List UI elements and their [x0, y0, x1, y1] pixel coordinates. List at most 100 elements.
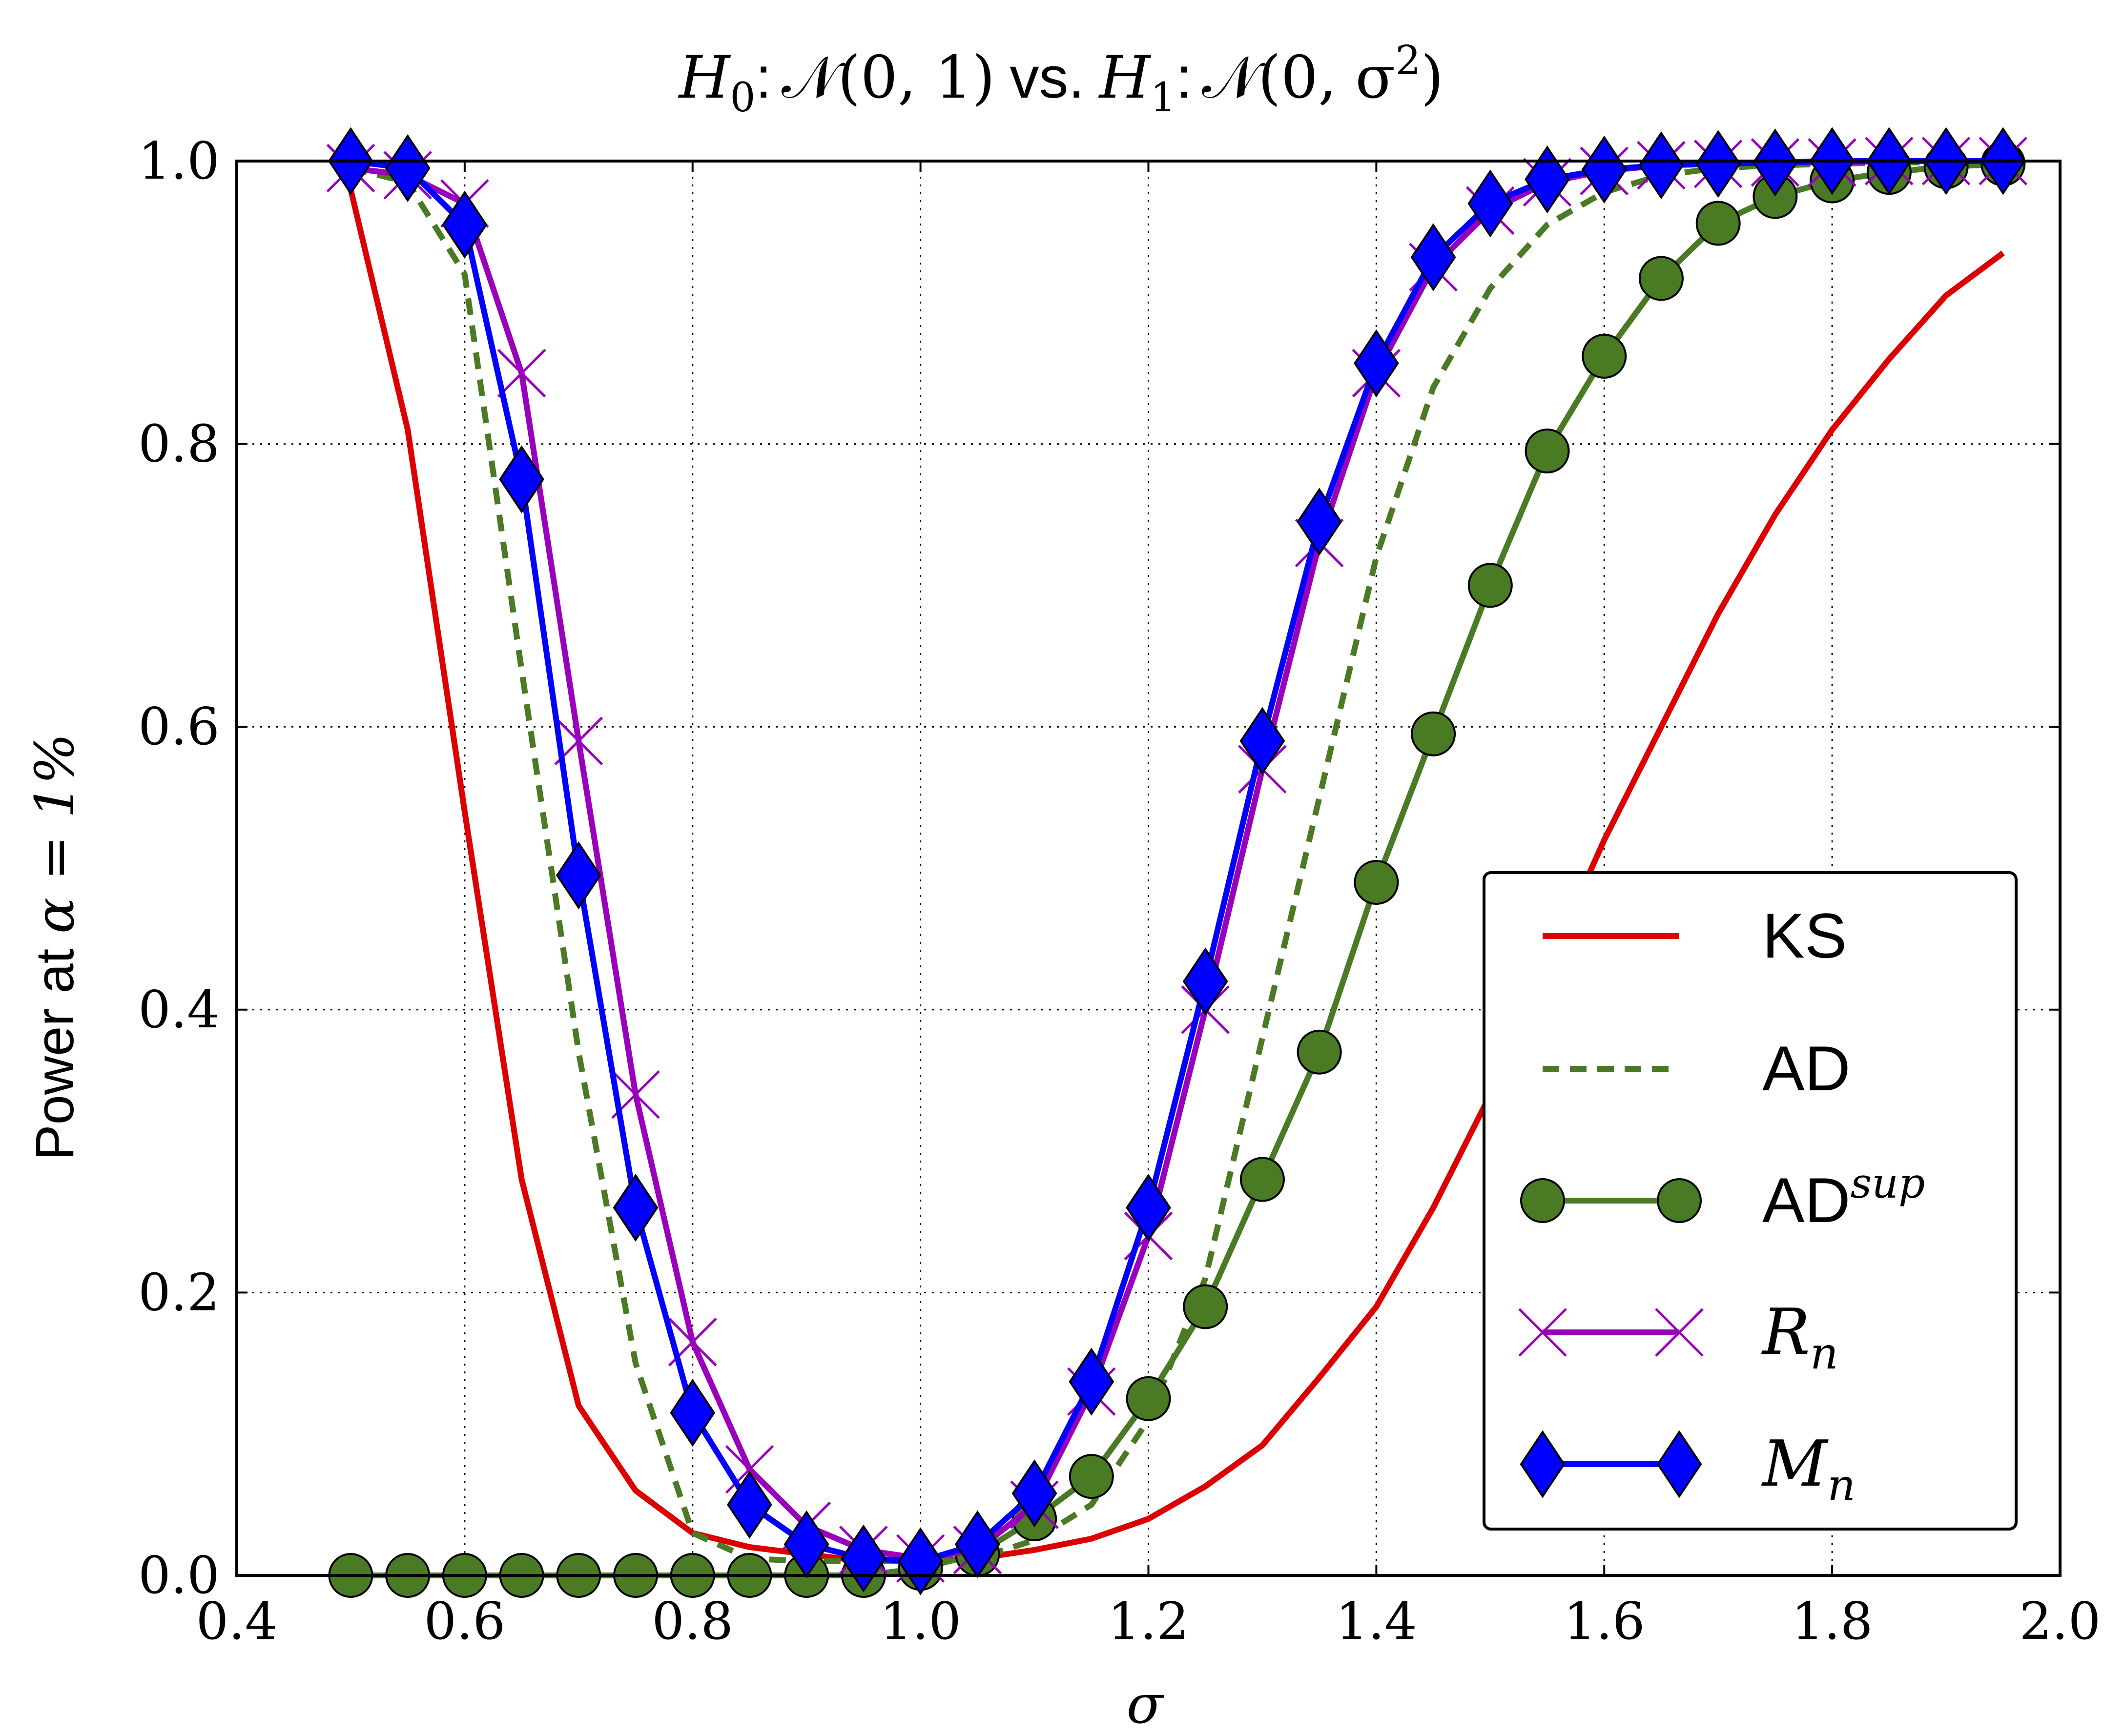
axis-ticks: 0.4 0.6 0.8 1.0 1.2 1.4 1.6 1.8 2.0 0.0 0.2 0.4 0.6 0…: [138, 131, 2101, 1651]
data-point-rn: [497, 348, 546, 398]
data-point-mn: [1182, 947, 1228, 1016]
y-axis-label-math: α = 1%: [23, 733, 86, 934]
data-point-ad-sup: [1467, 563, 1513, 608]
data-point-mn: [613, 1173, 659, 1242]
legend-entry-mn: Mn: [1520, 1427, 1856, 1511]
data-point-mn: [1467, 169, 1513, 238]
data-point-mn: [1410, 223, 1456, 291]
x-tick-label: 0.6: [424, 1592, 505, 1651]
series-line-ks: [348, 188, 2005, 1564]
data-point-mn: [385, 134, 431, 203]
legend-label-rn: Rn: [1761, 1295, 1838, 1379]
data-point-mn: [1069, 1348, 1114, 1416]
title-dist-1: 𝒩(0, 1): [782, 44, 995, 112]
title-h0-sub: 0: [730, 75, 755, 121]
data-point-rn-stroke: [497, 348, 546, 398]
data-point-mn: [670, 1379, 716, 1447]
data-point-ad-sup: [1183, 1284, 1228, 1329]
data-point-mn: [556, 841, 601, 910]
data-point-mn: [1581, 135, 1627, 204]
legend-entry-rn: Rn: [1518, 1295, 1838, 1379]
data-point-ad-sup: [1525, 429, 1570, 474]
data-point-mn: [898, 1527, 944, 1595]
legend-label-mn: Mn: [1761, 1427, 1856, 1511]
title-vs: vs.: [1010, 45, 1084, 110]
x-tick-label: 1.4: [1336, 1592, 1417, 1651]
data-point-mn: [1239, 707, 1285, 775]
legend-marker-mn: [1520, 1430, 1566, 1498]
data-point-ad-sup: [1126, 1376, 1171, 1421]
y-axis-label: Power at α = 1%: [23, 733, 86, 1161]
legend-label-sub: n: [1827, 1460, 1856, 1511]
plot-frame: [235, 160, 2062, 1577]
title-dist-2-close: ): [1421, 44, 1443, 112]
legend-marker-rn: [1518, 1308, 1567, 1357]
legend-entry-ks: KS: [1543, 900, 1847, 971]
legend-entry-ad: AD: [1543, 1033, 1851, 1104]
data-point-mn: [1126, 1173, 1171, 1242]
legend-marker-ad-sup: [1520, 1178, 1565, 1223]
legend-marker-rn: [1655, 1308, 1704, 1357]
data-point-mn: [1297, 488, 1342, 556]
legend-label-ad-sup: ADsup: [1762, 1160, 1925, 1236]
y-axis-label-text: Power at: [25, 934, 85, 1161]
legend-marker-rn-stroke: [1655, 1308, 1704, 1357]
x-tick-label: 2.0: [2020, 1592, 2101, 1651]
data-point-mn: [1638, 131, 1684, 200]
x-tick-label: 1.2: [1108, 1592, 1189, 1651]
y-tick-label: 1.0: [138, 131, 220, 191]
legend-label-ad: AD: [1762, 1033, 1851, 1104]
legend-label-ks: KS: [1762, 900, 1847, 971]
legend-label-sup: sup: [1851, 1160, 1925, 1208]
legend-label-text: KS: [1762, 900, 1847, 971]
title-colon-1: :: [756, 45, 772, 110]
legend-box: [1483, 871, 2018, 1531]
x-tick-label: 0.8: [652, 1592, 733, 1651]
title-dist-2-sup: 2: [1395, 38, 1421, 84]
title-h0: H: [678, 44, 731, 112]
data-point-ad-sup: [1582, 333, 1627, 379]
x-tick-label: 1.8: [1792, 1592, 1873, 1651]
y-tick-label: 0.0: [138, 1546, 220, 1605]
legend-label-text: R: [1761, 1295, 1810, 1369]
legend-label-text: M: [1761, 1427, 1829, 1501]
title-colon-2: :: [1176, 45, 1192, 110]
data-point-ad-sup: [1695, 201, 1741, 246]
series-ks: [348, 188, 2005, 1564]
data-point-ad-sup: [1638, 256, 1684, 301]
x-tick-label: 1.0: [880, 1592, 961, 1651]
data-point-mn: [727, 1470, 772, 1539]
y-tick-label: 0.6: [138, 697, 220, 756]
legend-label-sub: n: [1810, 1328, 1838, 1379]
y-tick-label: 0.4: [138, 980, 220, 1040]
data-point-mn: [1011, 1459, 1057, 1528]
chart-title: H0: 𝒩(0, 1) vs. H1: 𝒩(0, σ2): [678, 38, 1444, 121]
legend-marker-rn-stroke: [1518, 1308, 1567, 1357]
legend-label-text: AD: [1762, 1033, 1851, 1104]
data-point-ad-sup: [1069, 1454, 1114, 1499]
y-tick-label: 0.2: [138, 1263, 220, 1322]
x-tick-label: 0.4: [196, 1592, 278, 1651]
data-point-ad-sup: [1411, 711, 1456, 756]
data-point-mn: [1525, 145, 1570, 214]
data-point-mn: [442, 190, 488, 259]
legend-entry-ad-sup: ADsup: [1520, 1160, 1925, 1236]
series: [326, 127, 2028, 1598]
legend-marker-mn: [1656, 1430, 1702, 1498]
title-h1-sub: 1: [1150, 75, 1175, 121]
data-point-mn: [499, 445, 544, 513]
x-tick-label: 1.6: [1564, 1592, 1645, 1651]
x-axis-label: σ: [1126, 1673, 1164, 1736]
data-point-mn: [1695, 130, 1741, 198]
data-point-ad-sup: [1239, 1157, 1285, 1202]
legend-label-text: AD: [1762, 1164, 1851, 1236]
y-tick-label: 0.8: [138, 414, 220, 474]
data-point-mn: [1353, 329, 1399, 398]
title-dist-2: 𝒩(0, σ: [1202, 44, 1395, 112]
title-h1: H: [1098, 44, 1152, 112]
legend-marker-ad-sup: [1657, 1178, 1702, 1223]
data-point-ad-sup: [1354, 859, 1399, 905]
data-point-ad-sup: [1297, 1029, 1342, 1075]
